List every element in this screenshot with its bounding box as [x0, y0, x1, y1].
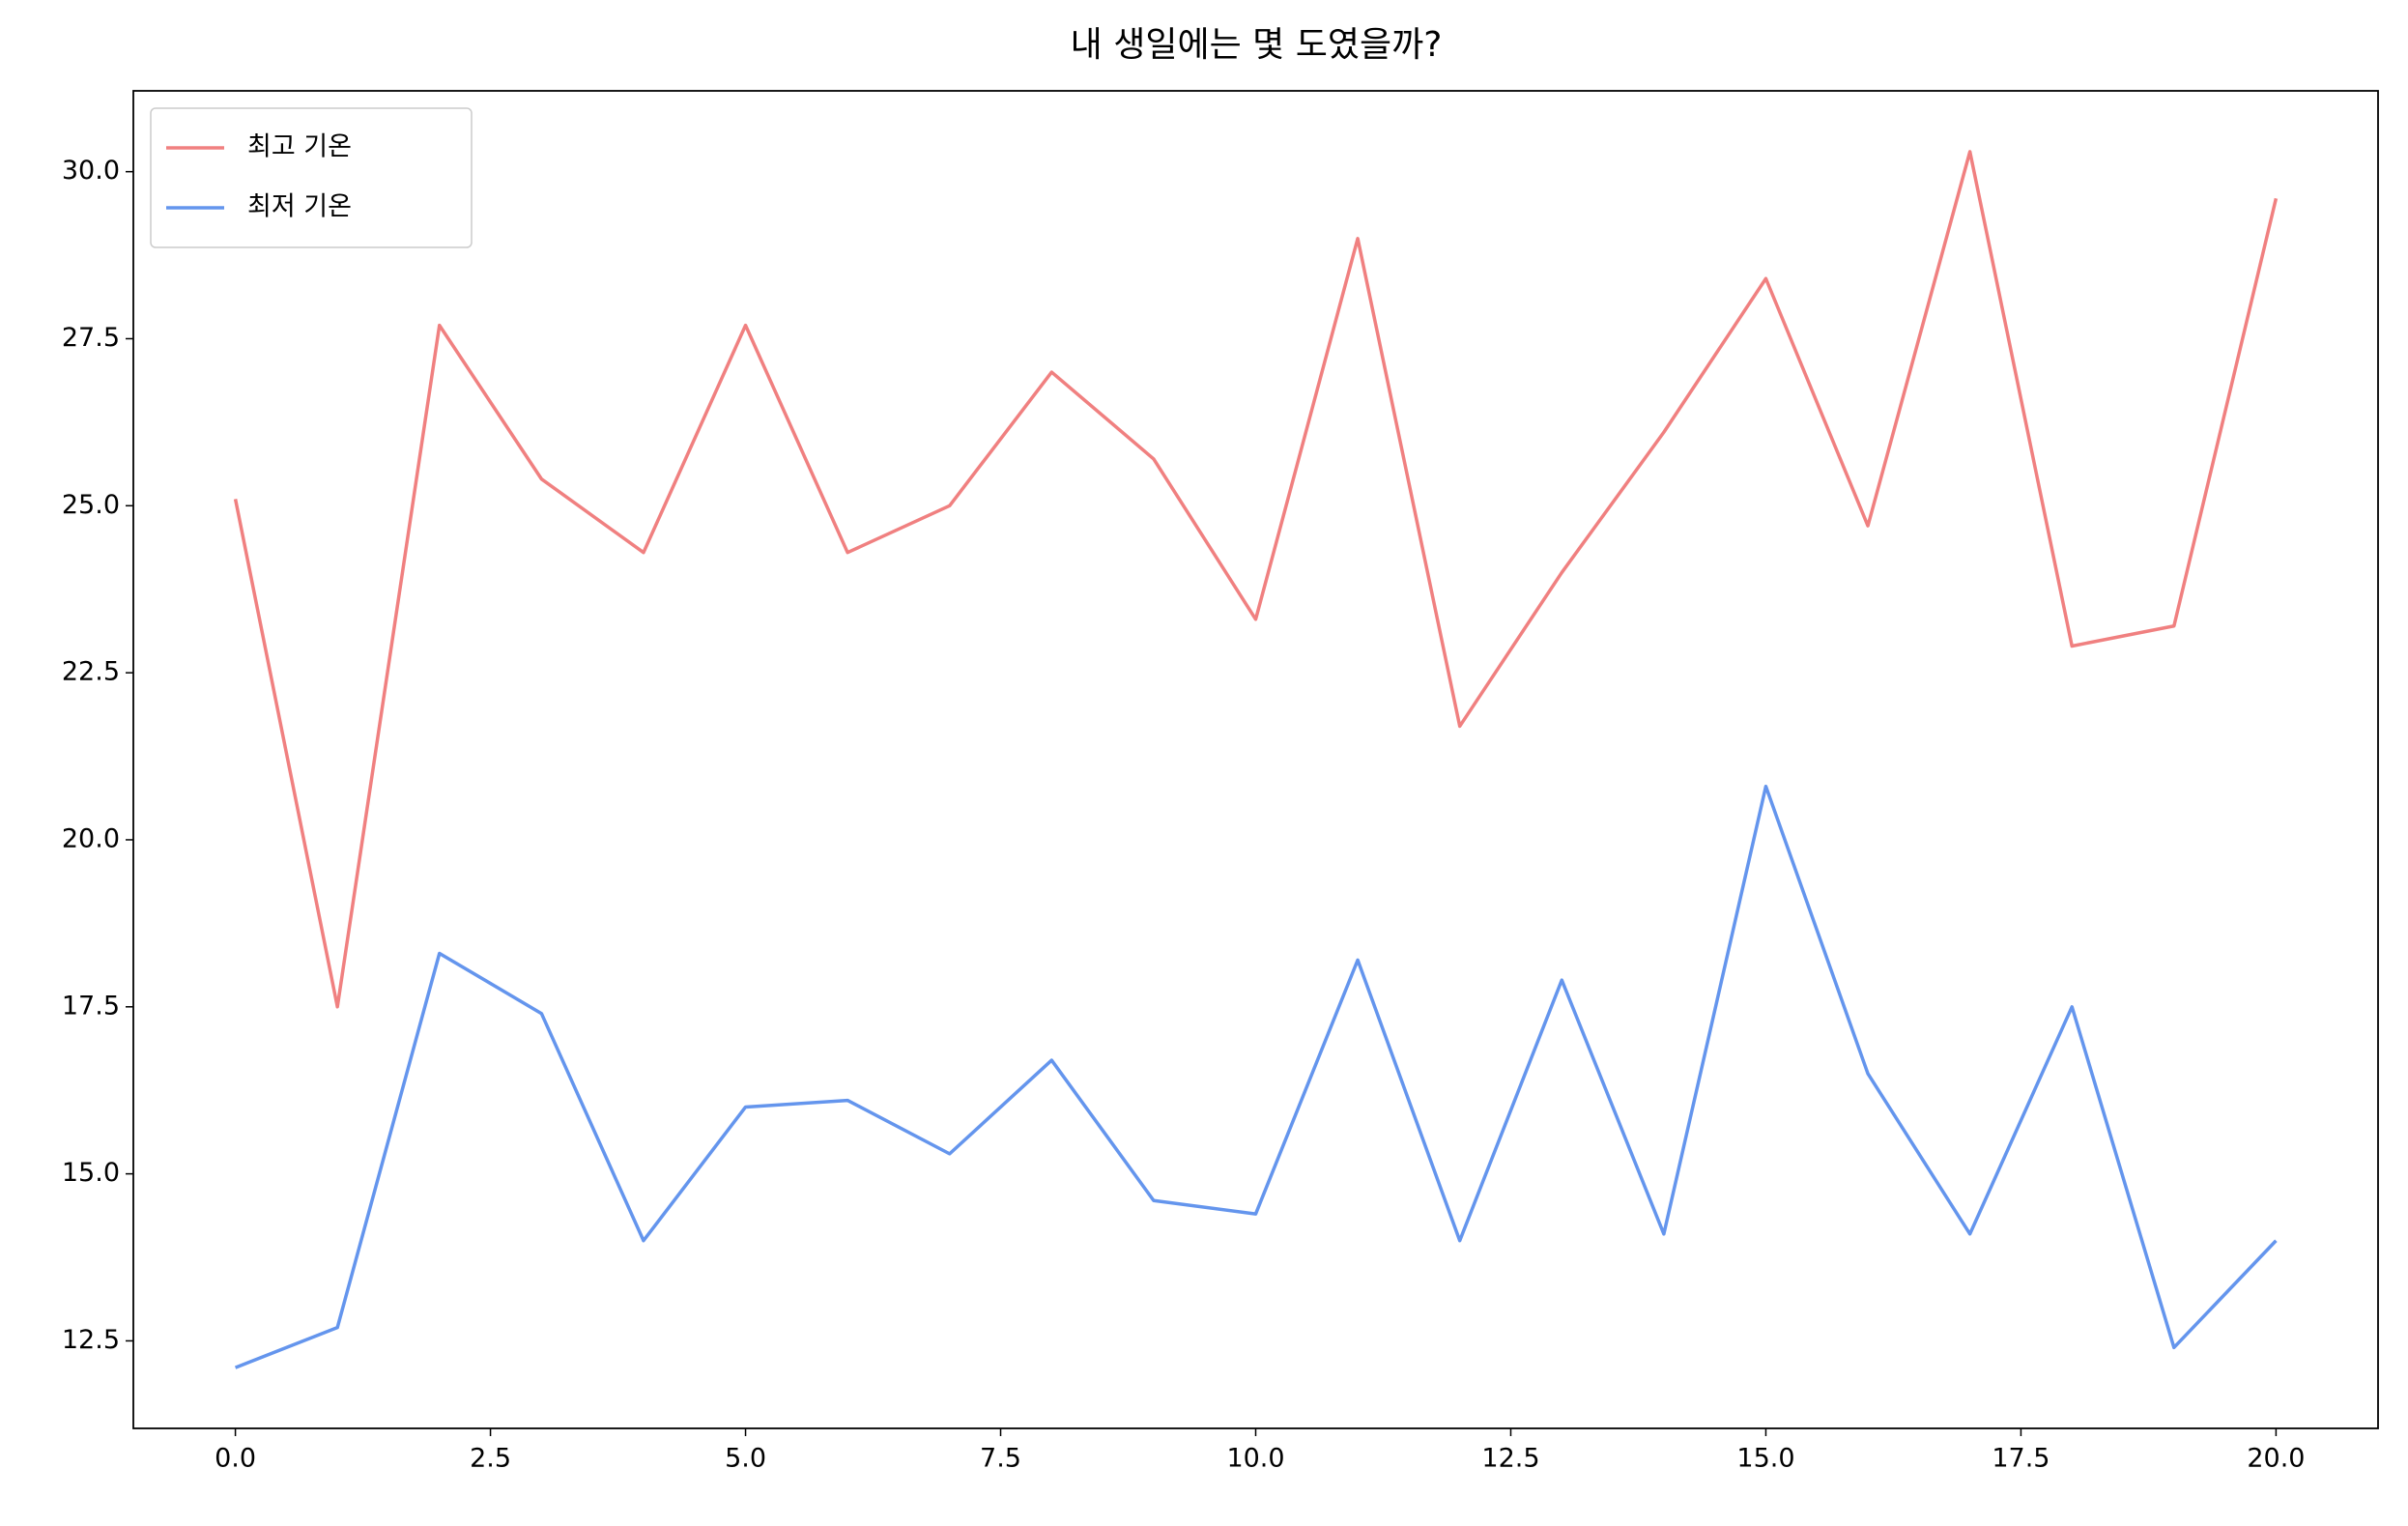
x-tick-label: 2.5 [470, 1444, 511, 1474]
y-tick-label: 27.5 [62, 323, 120, 353]
x-tick-label: 5.0 [725, 1444, 766, 1474]
plot-frame [132, 90, 2379, 1429]
line-series [234, 784, 2278, 1369]
x-tick-label: 0.0 [215, 1444, 256, 1474]
chart-title: 내 생일에는 몇 도였을까? [1071, 25, 1443, 65]
y-tick-label: 30.0 [62, 156, 120, 186]
y-tick-label: 15.0 [62, 1158, 120, 1188]
x-tick-label: 15.0 [1736, 1444, 1794, 1474]
x-tick-label: 10.0 [1226, 1444, 1284, 1474]
legend-label: 최고 기온 [247, 132, 352, 162]
y-tick-label: 25.0 [62, 490, 120, 520]
x-tick-label: 12.5 [1481, 1444, 1539, 1474]
y-tick-label: 22.5 [62, 657, 120, 687]
y-tick-label: 12.5 [62, 1325, 120, 1355]
x-tick-label: 20.0 [2247, 1444, 2305, 1474]
line-series [233, 150, 2279, 1009]
x-tick-label: 7.5 [980, 1444, 1021, 1474]
x-tick-label: 17.5 [1992, 1444, 2050, 1474]
y-tick-label: 17.5 [62, 991, 120, 1021]
legend-box [150, 107, 473, 248]
legend-label: 최저 기온 [247, 192, 352, 222]
y-tick-label: 20.0 [62, 823, 120, 853]
